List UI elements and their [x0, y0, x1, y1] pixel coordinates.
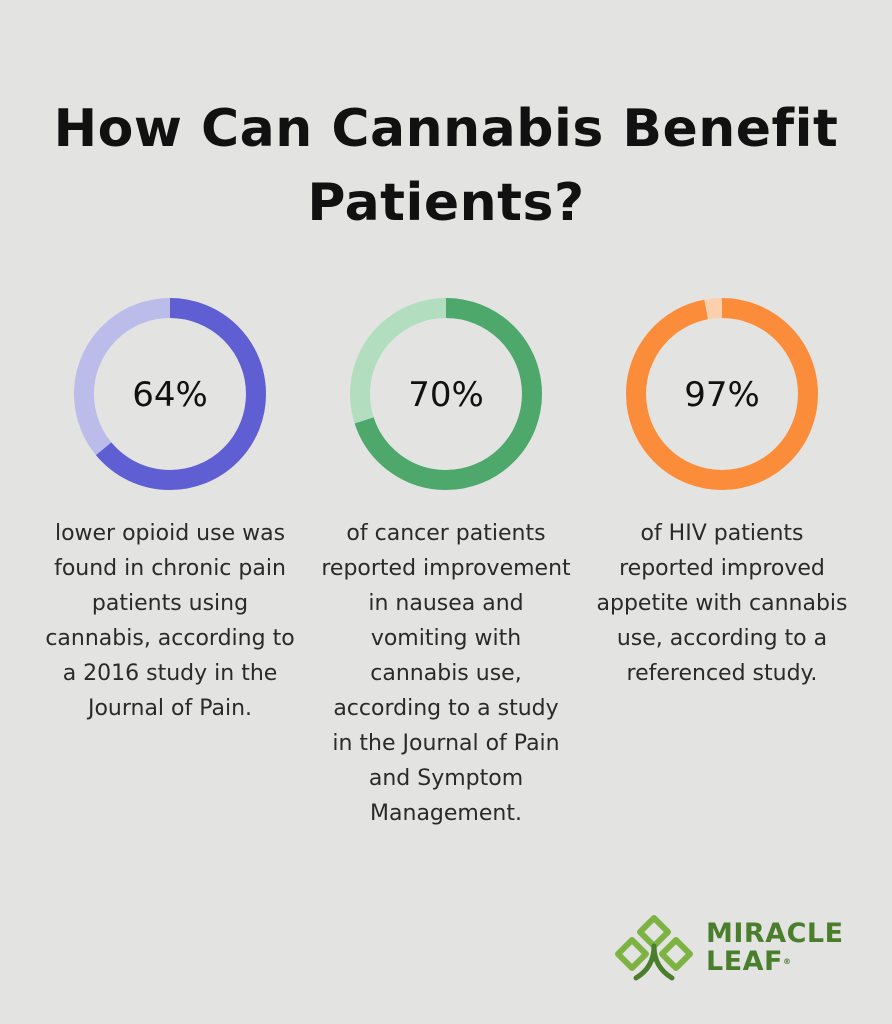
logo-wordmark: MIRACLE LEAF®	[706, 920, 844, 976]
donut-arc	[350, 298, 542, 490]
stat-card-appetite: 97% of HIV patients reported improved ap…	[592, 296, 852, 691]
logo-line-1: MIRACLE	[706, 918, 844, 949]
donut-arc	[626, 298, 818, 490]
donut-arc	[74, 298, 266, 490]
donut-chart: 70%	[348, 296, 544, 492]
brand-logo: MIRACLE LEAF®	[606, 912, 856, 984]
logo-line-2: LEAF	[706, 946, 783, 977]
donut-value-label: 70%	[408, 375, 484, 415]
page-title: How Can Cannabis Benefit Patients?	[53, 99, 839, 233]
donut-chart: 97%	[624, 296, 820, 492]
donut-svg: 97%	[626, 298, 818, 490]
donut-value-label: 64%	[132, 375, 208, 415]
donut-value-label: 97%	[684, 375, 760, 415]
donut-chart: 64%	[72, 296, 268, 492]
miracle-leaf-logo-icon	[615, 915, 693, 981]
registered-mark: ®	[783, 957, 792, 966]
stat-caption: of cancer patients reported improvement …	[321, 521, 571, 826]
donut-svg: 64%	[74, 298, 266, 490]
donut-svg: 70%	[350, 298, 542, 490]
stat-caption: of HIV patients reported improved appeti…	[596, 521, 848, 686]
stat-card-opioid: 64% lower opioid use was found in chroni…	[40, 296, 300, 726]
stat-caption: lower opioid use was found in chronic pa…	[45, 521, 295, 721]
stat-card-nausea: 70% of cancer patients reported improvem…	[316, 296, 576, 831]
